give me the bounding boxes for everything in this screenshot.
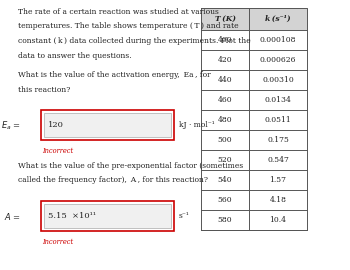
Text: 0.0134: 0.0134 (265, 96, 292, 104)
FancyBboxPatch shape (201, 170, 307, 190)
FancyBboxPatch shape (201, 70, 307, 90)
FancyBboxPatch shape (43, 113, 171, 137)
Text: 580: 580 (218, 216, 232, 224)
Text: 480: 480 (218, 116, 232, 124)
Text: What is the value of the pre-exponential factor (sometimes: What is the value of the pre-exponential… (18, 162, 243, 170)
Text: 5.15  ×10¹¹: 5.15 ×10¹¹ (48, 212, 97, 220)
FancyBboxPatch shape (201, 8, 307, 30)
Text: 120: 120 (48, 121, 64, 129)
FancyBboxPatch shape (201, 110, 307, 130)
Text: Incorrect: Incorrect (43, 147, 74, 155)
FancyBboxPatch shape (201, 190, 307, 210)
Text: k (s⁻¹): k (s⁻¹) (265, 15, 291, 23)
Text: this reaction?: this reaction? (18, 86, 70, 93)
Text: data to answer the questions.: data to answer the questions. (18, 52, 131, 59)
Text: 1.57: 1.57 (270, 176, 286, 184)
Text: 4.18: 4.18 (270, 196, 286, 204)
Text: s⁻¹: s⁻¹ (179, 212, 190, 220)
Text: T (K): T (K) (215, 15, 236, 23)
Text: 400: 400 (218, 36, 232, 44)
FancyBboxPatch shape (201, 90, 307, 110)
Text: called the frequency factor),  A , for this reaction?: called the frequency factor), A , for th… (18, 177, 208, 184)
Text: 540: 540 (218, 176, 232, 184)
Text: constant ( k ) data collected during the experiments. Plot the: constant ( k ) data collected during the… (18, 37, 250, 45)
Text: kJ · mol⁻¹: kJ · mol⁻¹ (179, 121, 215, 129)
Text: 0.000626: 0.000626 (260, 56, 296, 64)
Text: temperatures. The table shows temperature ( T ) and rate: temperatures. The table shows temperatur… (18, 22, 238, 31)
Text: 440: 440 (218, 76, 232, 84)
Text: What is the value of the activation energy,  E⁡a , for: What is the value of the activation ener… (18, 71, 210, 79)
Text: 0.00310: 0.00310 (262, 76, 294, 84)
Text: The rate of a certain reaction was studied at various: The rate of a certain reaction was studi… (18, 8, 218, 16)
FancyBboxPatch shape (201, 30, 307, 50)
Text: $E_a$ =: $E_a$ = (1, 120, 21, 132)
Text: 420: 420 (218, 56, 232, 64)
Text: $A$ =: $A$ = (5, 211, 21, 222)
Text: 0.000108: 0.000108 (260, 36, 296, 44)
FancyBboxPatch shape (201, 50, 307, 70)
Text: 520: 520 (218, 156, 232, 164)
Text: 10.4: 10.4 (270, 216, 286, 224)
FancyBboxPatch shape (43, 204, 171, 228)
Text: 460: 460 (218, 96, 232, 104)
Text: 500: 500 (218, 136, 232, 144)
FancyBboxPatch shape (201, 150, 307, 170)
Text: 0.547: 0.547 (267, 156, 289, 164)
Text: 0.175: 0.175 (267, 136, 289, 144)
FancyBboxPatch shape (201, 210, 307, 230)
Text: 0.0511: 0.0511 (265, 116, 291, 124)
Text: 560: 560 (218, 196, 232, 204)
Text: Incorrect: Incorrect (43, 238, 74, 246)
FancyBboxPatch shape (201, 130, 307, 150)
